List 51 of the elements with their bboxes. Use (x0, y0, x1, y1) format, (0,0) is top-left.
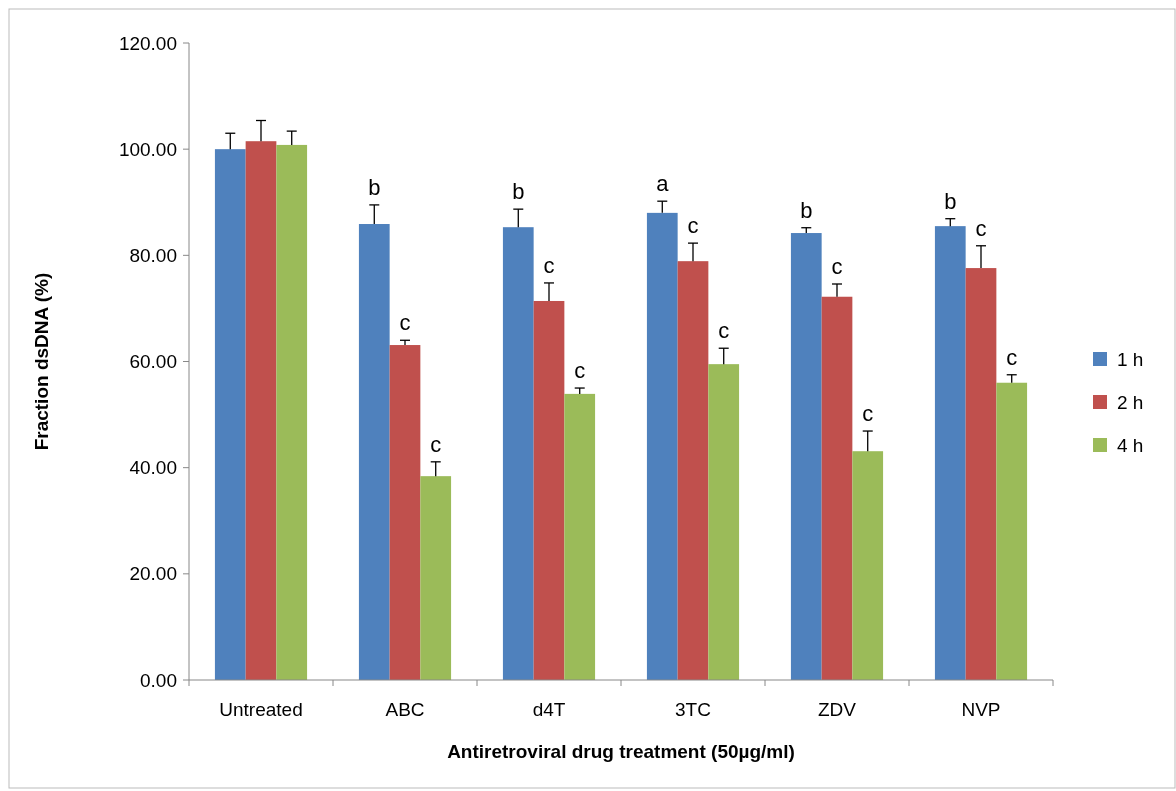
x-tick-label: NVP (961, 699, 1001, 720)
y-tick-label: 100.00 (118, 138, 177, 160)
x-tick-label: ABC (385, 699, 425, 720)
bar (790, 233, 822, 680)
bar (934, 226, 966, 680)
bar (646, 212, 678, 680)
bar (965, 268, 997, 680)
data-label: c (543, 252, 555, 278)
data-label: b (800, 197, 813, 223)
x-tick-label: 3TC (675, 699, 711, 720)
data-label: c (862, 401, 874, 427)
data-label: c (399, 310, 411, 336)
x-tick-label: d4T (532, 699, 566, 720)
bar (708, 364, 740, 680)
data-label: c (574, 358, 586, 384)
data-label: b (944, 188, 957, 214)
bar (852, 451, 884, 680)
x-axis-title: Antiretroviral drug treatment (50µg/ml) (447, 741, 795, 762)
legend-label: 1 h (1117, 348, 1144, 370)
data-label: c (718, 318, 730, 344)
bar (358, 224, 390, 680)
data-label: c (1006, 344, 1018, 370)
y-tick-label: 40.00 (129, 457, 177, 479)
y-tick-label: 0.00 (140, 669, 177, 691)
data-label: c (831, 254, 843, 279)
bar (420, 476, 452, 680)
bar (245, 141, 277, 680)
bar (276, 144, 308, 680)
data-label: a (656, 171, 670, 197)
bar (677, 261, 709, 680)
x-tick-label: ZDV (818, 699, 857, 720)
bar (533, 300, 565, 680)
data-label: c (430, 431, 442, 457)
legend-label: 4 h (1117, 434, 1144, 456)
data-label: b (368, 174, 381, 200)
bar (502, 227, 534, 680)
y-tick-label: 20.00 (129, 563, 177, 585)
y-tick-label: 60.00 (129, 351, 177, 373)
bar (214, 149, 246, 680)
legend-label: 2 h (1117, 391, 1144, 413)
data-label: c (975, 215, 987, 241)
bar (564, 393, 596, 680)
x-tick-label: Untreated (219, 699, 303, 720)
bar (996, 382, 1028, 680)
y-tick-label: 80.00 (129, 244, 177, 266)
y-tick-label: 120.00 (118, 32, 177, 54)
bar (389, 345, 421, 680)
data-label: c (687, 213, 699, 239)
y-axis-title: Fraction dsDNA (%) (31, 272, 52, 451)
data-label: b (512, 179, 525, 205)
bar (821, 296, 853, 680)
